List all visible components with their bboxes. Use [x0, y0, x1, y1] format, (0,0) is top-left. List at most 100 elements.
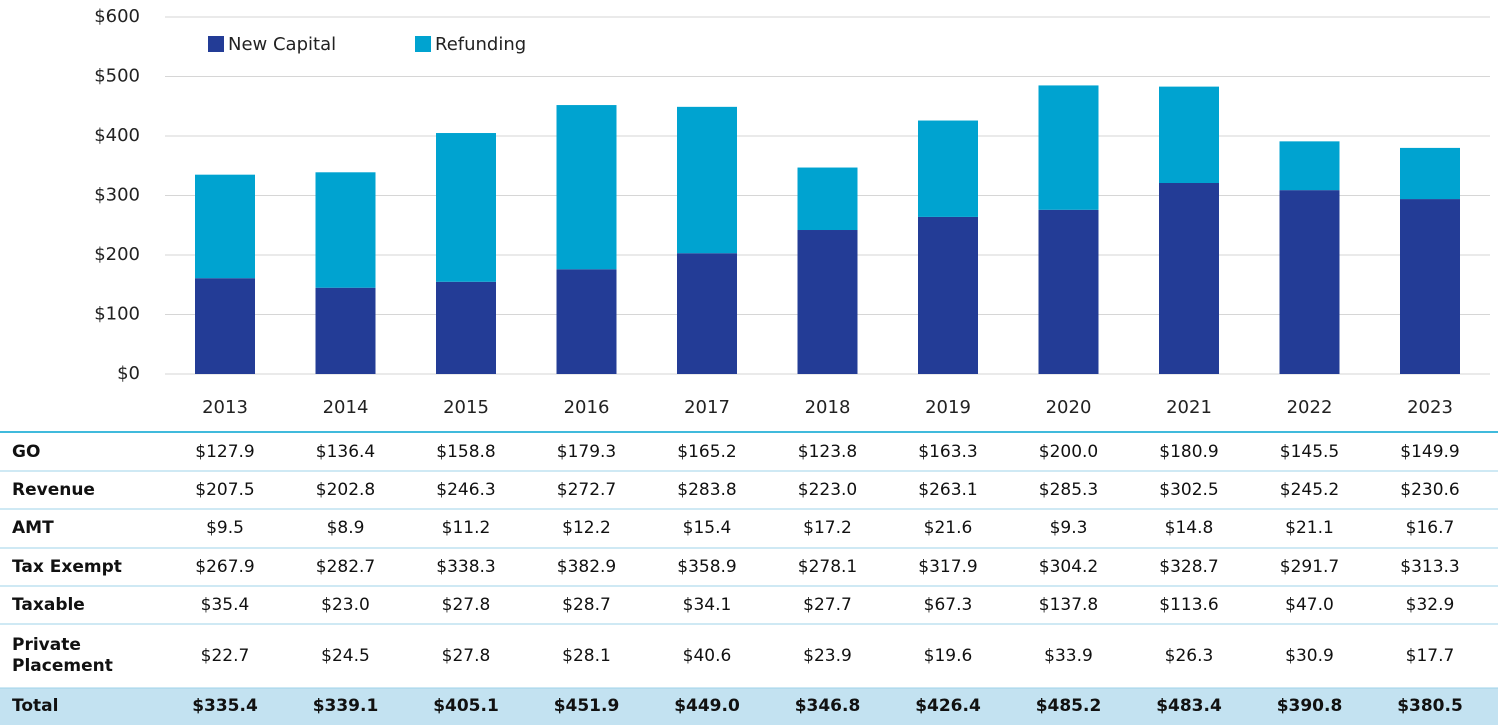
table-cell: $137.8 — [1038, 594, 1099, 615]
bar-segment — [1159, 183, 1219, 374]
table-cell: $22.7 — [200, 645, 250, 666]
table-cell: $145.5 — [1279, 441, 1340, 462]
table-cell: $163.3 — [918, 441, 978, 462]
table-cell: $19.6 — [923, 645, 973, 666]
table-cell: $40.6 — [682, 645, 732, 666]
table-cell: $33.9 — [1044, 645, 1093, 666]
table-cell: $223.0 — [797, 479, 858, 500]
x-tick-label: 2018 — [805, 397, 851, 418]
table-cell: $207.5 — [195, 479, 255, 500]
table-cell: $302.5 — [1159, 479, 1219, 500]
table-cell: $26.3 — [1164, 645, 1214, 666]
table-cell: $179.3 — [556, 441, 617, 462]
table-cell: $23.9 — [803, 645, 852, 666]
table-cell: $291.7 — [1279, 556, 1340, 577]
table-cell: $23.0 — [321, 594, 370, 615]
bar-segment — [1400, 199, 1460, 374]
table-cell: $28.7 — [562, 594, 611, 615]
table-cell: $380.5 — [1397, 696, 1463, 716]
legend-label: New Capital — [228, 34, 336, 55]
x-tick-label: 2014 — [323, 397, 369, 418]
table-cell: $67.3 — [923, 594, 973, 615]
table-cell: $149.9 — [1400, 441, 1460, 462]
legend-swatch — [208, 36, 224, 52]
bar-segment — [195, 278, 255, 374]
x-tick-label: 2022 — [1287, 397, 1333, 418]
table-cell: $278.1 — [797, 556, 858, 577]
table-cell: $426.4 — [915, 696, 981, 716]
table-cell: $230.6 — [1400, 479, 1460, 500]
row-label: Tax Exempt — [12, 556, 122, 577]
table-cell: $9.3 — [1049, 518, 1088, 538]
table-cell: $123.8 — [797, 441, 858, 462]
total-row-background — [0, 688, 1498, 725]
table-cell: $338.3 — [436, 556, 496, 577]
table-cell: $24.5 — [321, 645, 370, 666]
table-cell: $34.1 — [682, 594, 732, 615]
table-cell: $202.8 — [315, 479, 376, 500]
table-cell: $382.9 — [556, 556, 617, 577]
x-tick-label: 2017 — [684, 397, 730, 418]
row-label: Private Placement — [12, 635, 113, 676]
table-cell: $27.8 — [441, 594, 491, 615]
bar-segment — [1279, 190, 1340, 374]
x-tick-label: 2021 — [1166, 397, 1212, 418]
table-cell: $285.3 — [1038, 479, 1099, 500]
table-cell: $346.8 — [794, 696, 861, 716]
table-cell: $313.3 — [1400, 556, 1460, 577]
table-cell: $17.7 — [1405, 645, 1455, 666]
table-cell: $335.4 — [192, 696, 258, 716]
bar-segment — [1279, 141, 1340, 191]
table-cell: $113.6 — [1159, 594, 1219, 615]
y-tick-label: $300 — [94, 185, 140, 206]
table-cell: $304.2 — [1038, 556, 1099, 577]
table-cell: $15.4 — [682, 518, 732, 538]
row-label: Revenue — [12, 479, 95, 500]
table-cell: $339.1 — [312, 696, 379, 716]
table-cell: $21.1 — [1285, 518, 1334, 538]
bar-segment — [436, 281, 496, 374]
table-cell: $9.5 — [206, 518, 244, 538]
table-cell: $11.2 — [441, 518, 491, 538]
row-label: Taxable — [12, 594, 85, 615]
table-cell: $30.9 — [1285, 645, 1334, 666]
table-cell: $485.2 — [1035, 696, 1102, 716]
bar-segment — [677, 253, 737, 374]
table-cell: $127.9 — [195, 441, 255, 462]
legend-swatch — [415, 36, 431, 52]
bar-segment — [556, 269, 617, 374]
table-cell: $328.7 — [1159, 556, 1219, 577]
x-tick-label: 2015 — [443, 397, 489, 418]
x-tick-label: 2013 — [202, 397, 248, 418]
table-cell: $451.9 — [553, 696, 620, 716]
table-cell: $28.1 — [562, 645, 611, 666]
table-cell: $483.4 — [1156, 696, 1222, 716]
table-cell: $17.2 — [803, 518, 852, 538]
y-tick-label: $100 — [94, 304, 140, 325]
table-cell: $390.8 — [1276, 696, 1343, 716]
table-cell: $358.9 — [677, 556, 737, 577]
bar-segment — [1159, 86, 1219, 184]
table-cell: $27.7 — [803, 594, 852, 615]
bar-segment — [677, 106, 737, 254]
table-cell: $263.1 — [918, 479, 978, 500]
table-cell: $158.8 — [436, 441, 496, 462]
table-cell: $246.3 — [436, 479, 496, 500]
table-cell: $267.9 — [195, 556, 255, 577]
bar-segment — [556, 105, 617, 270]
bar-segment — [797, 230, 858, 374]
y-tick-label: $0 — [117, 363, 140, 384]
bar-segment — [436, 133, 496, 282]
bar-segment — [315, 172, 376, 288]
table-cell: $32.9 — [1405, 594, 1455, 615]
table-cell: $283.8 — [677, 479, 737, 500]
table-cell: $35.4 — [200, 594, 250, 615]
table-cell: $180.9 — [1159, 441, 1219, 462]
y-tick-label: $600 — [94, 6, 140, 27]
y-tick-label: $200 — [94, 244, 140, 265]
x-tick-label: 2016 — [564, 397, 610, 418]
x-tick-label: 2020 — [1046, 397, 1092, 418]
bar-segment — [315, 287, 376, 374]
